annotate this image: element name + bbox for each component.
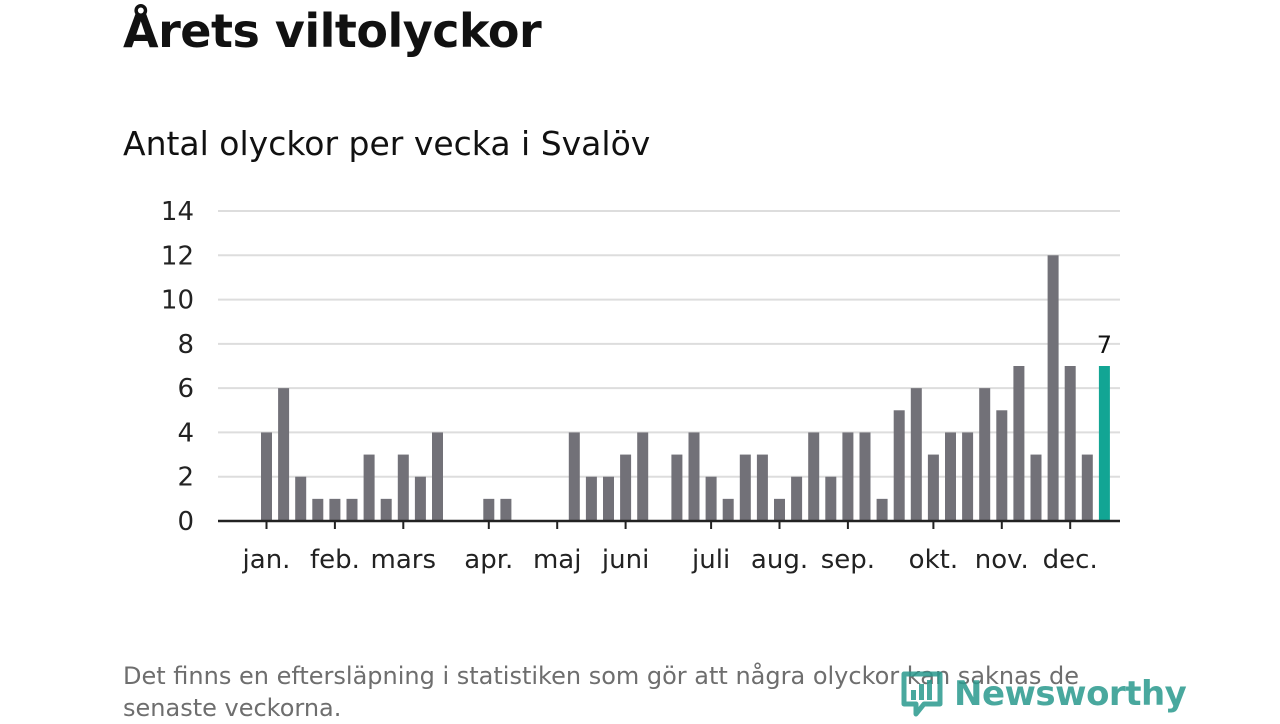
bar xyxy=(979,388,991,521)
x-tick-label: okt. xyxy=(909,545,958,575)
bar xyxy=(756,454,768,521)
x-tick-label: apr. xyxy=(464,545,513,575)
bar xyxy=(910,388,922,521)
bar xyxy=(312,498,324,521)
y-tick-label: 14 xyxy=(161,197,194,227)
brand-name: Newsworthy xyxy=(954,674,1187,714)
bar xyxy=(791,476,803,521)
bar-highlight xyxy=(1098,366,1110,521)
bar xyxy=(585,476,597,521)
bar xyxy=(945,432,956,521)
bar xyxy=(705,476,717,521)
bar xyxy=(329,498,341,521)
bar xyxy=(380,498,392,521)
bar xyxy=(739,454,751,521)
bar xyxy=(1064,366,1076,521)
x-tick-label: mars xyxy=(371,545,437,575)
bar xyxy=(1013,366,1025,521)
bar xyxy=(603,476,614,521)
bar xyxy=(876,498,888,521)
x-tick-label: juli xyxy=(691,545,730,575)
chart-subtitle: Antal olyckor per vecka i Svalöv xyxy=(123,124,651,163)
bar xyxy=(927,454,939,521)
y-tick-label: 8 xyxy=(177,330,194,360)
bar xyxy=(688,432,700,521)
y-tick-label: 2 xyxy=(177,463,194,493)
y-tick-label: 12 xyxy=(161,241,194,271)
bar xyxy=(568,432,580,521)
bar-chart: 0 2 4 6 8 10 12 14 7 jan. feb. mars apr. maj juni juli a… xyxy=(161,197,1120,575)
x-tick-label: sep. xyxy=(821,545,875,575)
bar xyxy=(363,454,375,521)
bar xyxy=(671,454,683,521)
bar xyxy=(808,432,820,521)
bar xyxy=(432,432,443,521)
data-label: 7 xyxy=(1097,331,1112,359)
y-tick-label: 10 xyxy=(161,286,194,316)
bar xyxy=(397,454,409,521)
newsworthy-logo-icon xyxy=(901,671,943,717)
bar xyxy=(825,476,837,521)
bar xyxy=(637,432,649,521)
x-tick-label: juni xyxy=(601,545,649,575)
bar xyxy=(893,410,905,521)
bar xyxy=(859,432,871,521)
bar xyxy=(346,498,358,521)
bar xyxy=(261,432,272,521)
bar xyxy=(1030,454,1042,521)
y-tick-label: 0 xyxy=(177,507,194,537)
bar xyxy=(1047,255,1059,522)
bar xyxy=(295,476,307,521)
bar xyxy=(1081,454,1093,521)
x-tick-label: jan. xyxy=(242,545,291,575)
x-tick-label: maj xyxy=(533,545,581,575)
y-tick-label: 6 xyxy=(177,374,194,404)
bar xyxy=(722,498,734,521)
x-tick-label: feb. xyxy=(310,545,360,575)
bar xyxy=(500,498,512,521)
bar xyxy=(962,432,974,521)
x-tick-label: nov. xyxy=(975,545,1029,575)
x-tick-label: aug. xyxy=(751,545,808,575)
bar xyxy=(620,454,632,521)
bar xyxy=(278,388,290,521)
y-tick-label: 4 xyxy=(177,418,194,448)
chart-title: Årets viltolyckor xyxy=(123,4,542,58)
brand-logo: Newsworthy xyxy=(900,668,1187,720)
x-tick-label: dec. xyxy=(1043,545,1098,575)
bar xyxy=(996,410,1008,521)
bar xyxy=(483,498,495,521)
bar xyxy=(774,498,785,521)
bar xyxy=(414,476,426,521)
bar xyxy=(842,432,854,521)
